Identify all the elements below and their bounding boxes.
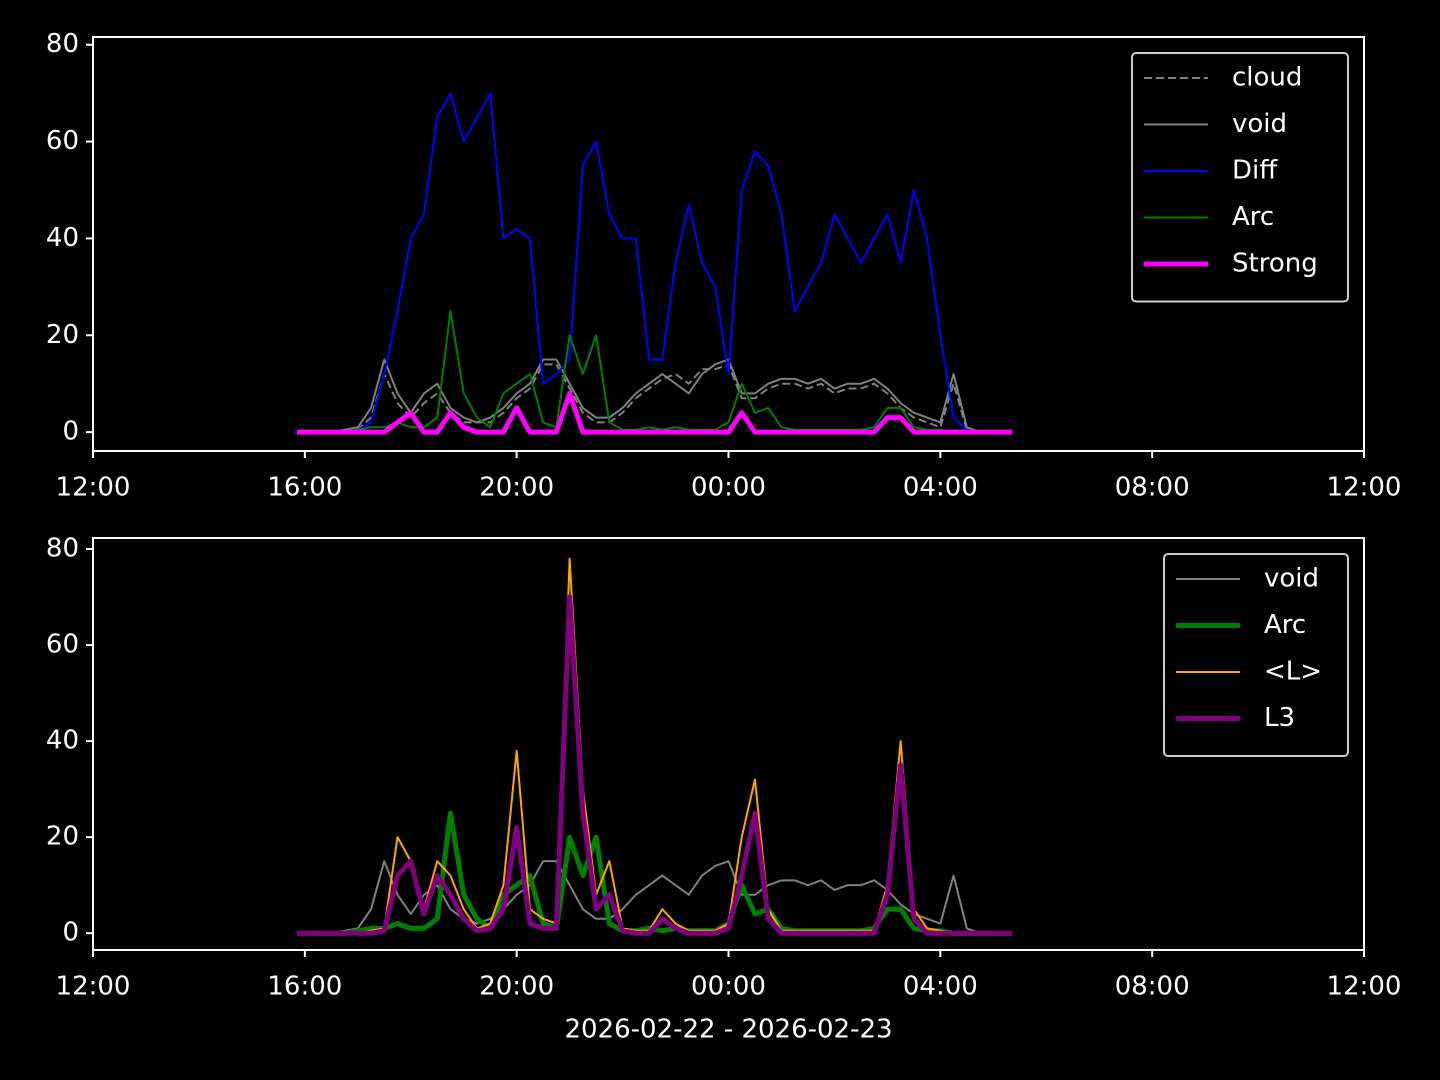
- legend-label: <L>: [1264, 657, 1322, 687]
- y-tick-label: 20: [46, 822, 79, 852]
- series-line: [296, 860, 1012, 935]
- series-line: [296, 358, 1012, 434]
- series-line: [296, 363, 1012, 434]
- y-tick-label: 80: [46, 534, 79, 564]
- legend-label: L3: [1264, 703, 1295, 733]
- y-tick-label: 0: [62, 417, 79, 447]
- legend-label: Arc: [1264, 610, 1306, 640]
- y-tick-label: 0: [62, 918, 79, 948]
- x-tick-label: 12:00: [56, 473, 131, 503]
- legend-label: Arc: [1232, 202, 1274, 232]
- x-tick-label: 20:00: [479, 972, 554, 1002]
- legend-label: cloud: [1232, 63, 1302, 93]
- y-tick-label: 40: [46, 223, 79, 253]
- legend-box: [1131, 52, 1349, 303]
- x-tick-label: 12:00: [1327, 972, 1402, 1002]
- legend-label: Strong: [1232, 249, 1318, 279]
- x-tick-label: 20:00: [479, 473, 554, 503]
- series-line: [296, 390, 1012, 435]
- y-tick-label: 20: [46, 320, 79, 350]
- x-tick-label: 00:00: [691, 972, 766, 1002]
- plot-area: [296, 92, 1012, 435]
- x-tick-label: 08:00: [1115, 473, 1190, 503]
- x-tick-label: 12:00: [56, 972, 131, 1002]
- x-tick-label: 04:00: [903, 473, 978, 503]
- y-tick-label: 60: [46, 630, 79, 660]
- x-tick-label: 12:00: [1327, 473, 1402, 503]
- y-tick-label: 40: [46, 726, 79, 756]
- series-line: [296, 594, 1012, 936]
- plot-area: [296, 557, 1012, 936]
- legend-label: void: [1232, 109, 1287, 139]
- x-tick-label: 00:00: [691, 473, 766, 503]
- x-tick-label: 16:00: [267, 473, 342, 503]
- legend-label: void: [1264, 564, 1319, 594]
- y-tick-label: 80: [46, 29, 79, 59]
- x-tick-label: 08:00: [1115, 972, 1190, 1002]
- x-axis-label: 2026-02-22 - 2026-02-23: [564, 1015, 892, 1045]
- series-line: [296, 92, 1012, 434]
- series-line: [296, 310, 1012, 434]
- legend-label: Diff: [1232, 156, 1278, 186]
- x-tick-label: 04:00: [903, 972, 978, 1002]
- legend-box: [1163, 553, 1349, 757]
- y-tick-label: 60: [46, 126, 79, 156]
- x-tick-label: 16:00: [267, 972, 342, 1002]
